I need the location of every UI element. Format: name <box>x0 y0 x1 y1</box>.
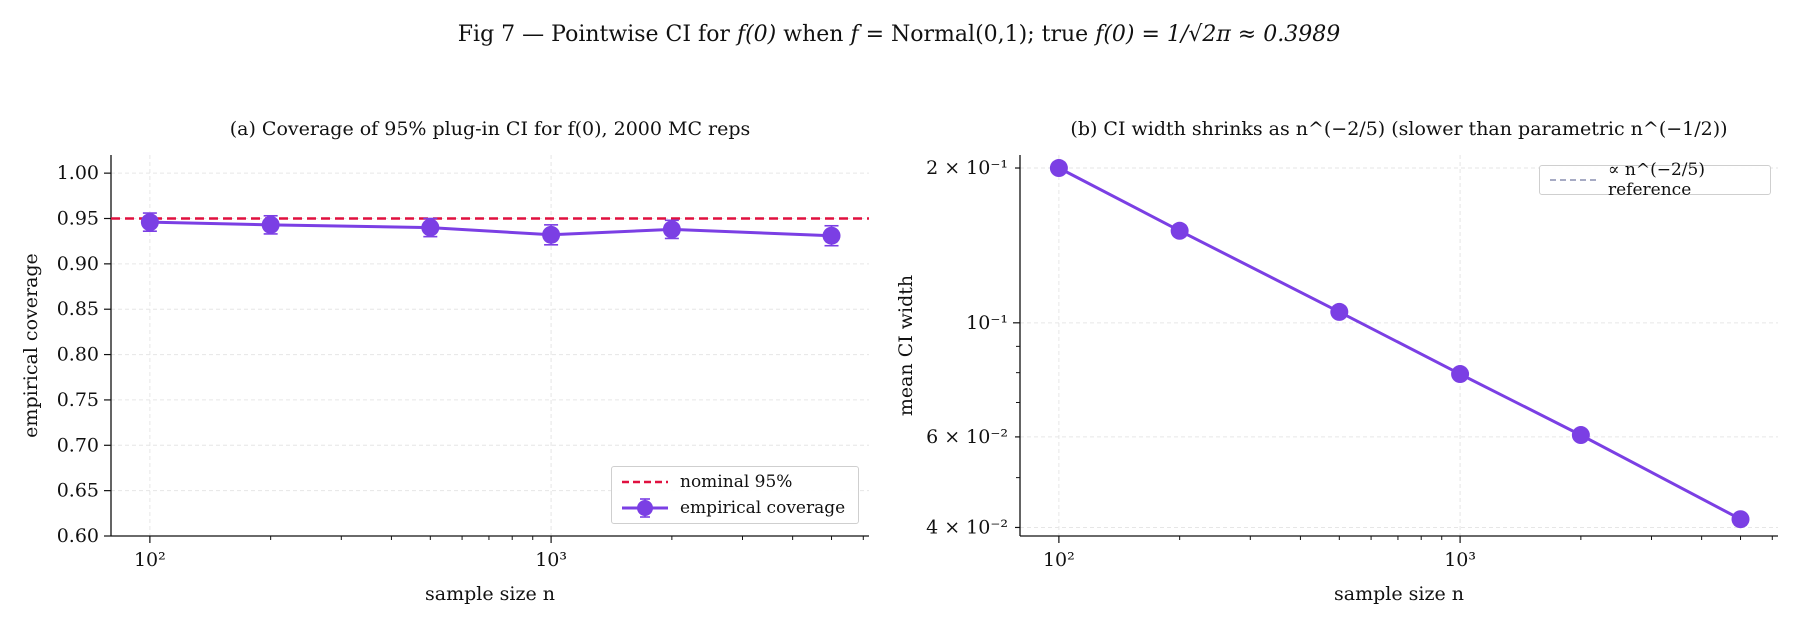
chart-a-y-tick-label: 0.80 <box>57 344 99 366</box>
chart-a-ylabel: empirical coverage <box>20 253 42 438</box>
suptitle-normal: Normal(0,1); true <box>891 22 1089 47</box>
suptitle-f: f = <box>850 22 885 47</box>
legend-b-reference-label: ∝ n^(−2/5) reference <box>1608 160 1705 200</box>
chart-b-data-point <box>1731 510 1750 529</box>
legend-a-series: empirical coverage <box>612 495 858 521</box>
chart-a-y-tick-label: 0.85 <box>57 298 99 320</box>
chart-b-x-tick-label: 10³ <box>1444 549 1476 571</box>
chart-b-data-point <box>1451 365 1470 384</box>
chart-b-data-point <box>1571 426 1590 445</box>
chart-a-y-tick-label: 0.75 <box>57 389 99 411</box>
chart-b-ylabel: mean CI width <box>895 275 917 416</box>
chart-a-data-point <box>542 225 561 244</box>
chart-a-data-point <box>421 218 440 237</box>
chart-b-series-line <box>1058 166 1742 521</box>
suptitle-prefix: Fig 7 — Pointwise CI for <box>457 22 730 47</box>
chart-a-data-point <box>822 226 841 245</box>
chart-a-xlabel: sample size n <box>425 583 555 605</box>
chart-a-y-tick-label: 0.65 <box>57 480 99 502</box>
chart-a-title: (a) Coverage of 95% plug-in CI for f(0),… <box>230 118 751 140</box>
chart-a-x-tick-label: 10³ <box>535 549 567 571</box>
legend-a-nominal: nominal 95% <box>612 469 858 495</box>
legend-a-nominal-swatch <box>622 480 668 484</box>
chart-b-data-point <box>1330 302 1349 321</box>
suptitle-expr: f(0) = 1/√2π ≈ 0.3989 <box>1095 22 1341 47</box>
chart-b-title: (b) CI width shrinks as n^(−2/5) (slower… <box>1070 118 1727 140</box>
chart-a-y-tick-label: 0.60 <box>57 525 99 547</box>
chart-b-y-tick-label: 4 × 10⁻² <box>926 516 1008 538</box>
figure-suptitle: Fig 7 — Pointwise CI for f(0) when f = N… <box>0 22 1798 47</box>
chart-a-y-tick-label: 0.95 <box>57 208 99 230</box>
chart-b-data-point <box>1170 221 1189 240</box>
chart-a-data-point <box>261 215 280 234</box>
legend-b-reference-swatch <box>1550 179 1596 181</box>
chart-b-data-point <box>1049 159 1068 178</box>
legend-a-series-swatch <box>622 498 668 518</box>
chart-a-series-line <box>149 220 832 238</box>
suptitle-when: when <box>783 22 844 47</box>
chart-b-xlabel: sample size n <box>1334 583 1464 605</box>
legend-a-series-label: empirical coverage <box>680 498 846 518</box>
chart-a-data-point <box>140 213 159 232</box>
chart-a-y-tick-label: 0.70 <box>57 434 99 456</box>
legend-a: nominal 95% empirical coverage <box>611 466 859 524</box>
chart-a-y-tick-label: 1.00 <box>57 162 99 184</box>
chart-b-x-tick-label: 10² <box>1043 549 1075 571</box>
chart-a-data-point <box>662 220 681 239</box>
legend-a-nominal-label: nominal 95% <box>680 472 793 492</box>
chart-a-y-tick-label: 0.90 <box>57 253 99 275</box>
legend-b: ∝ n^(−2/5) reference <box>1539 160 1771 200</box>
chart-b-y-tick-label: 10⁻¹ <box>966 312 1008 334</box>
chart-b-y-tick-label: 6 × 10⁻² <box>926 426 1008 448</box>
chart-a-x-tick-label: 10² <box>134 549 166 571</box>
legend-b-reference: ∝ n^(−2/5) reference <box>1540 160 1770 200</box>
chart-b-y-tick-label: 2 × 10⁻¹ <box>926 157 1008 179</box>
suptitle-f0: f(0) <box>736 22 777 47</box>
